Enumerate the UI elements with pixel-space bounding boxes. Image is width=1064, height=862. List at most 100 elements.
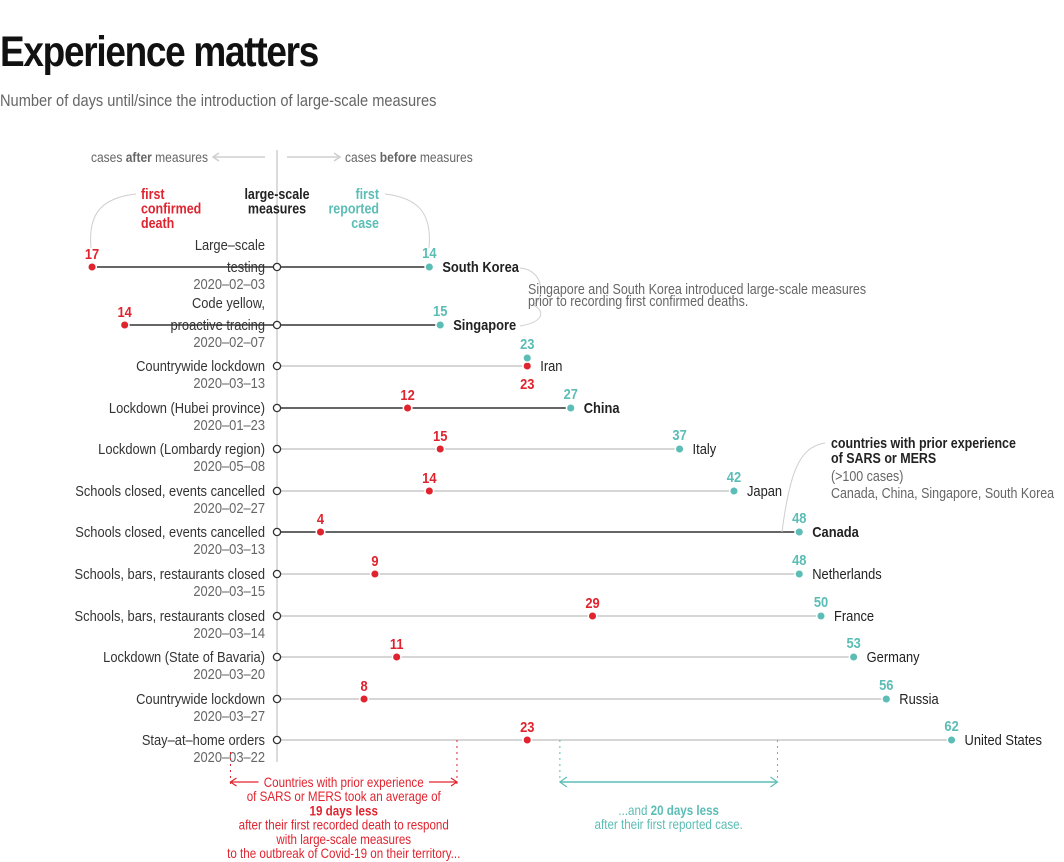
direction-label-after: cases after measures — [91, 149, 208, 165]
death-dot — [315, 526, 326, 538]
death-bracket-text: Countries with prior experience — [264, 775, 424, 790]
country-label: France — [834, 607, 874, 624]
case-value-label: 50 — [814, 593, 829, 610]
country-label-group: Russia — [899, 690, 939, 707]
sg-sk-connector — [519, 267, 542, 327]
legend-death-label-group: first — [141, 186, 165, 202]
death-dot — [522, 734, 533, 746]
measure-date: 2020–03–13 — [193, 374, 265, 391]
country-label-group: Singapore — [453, 316, 516, 333]
measure-label-group: Schools closed, events cancelled — [75, 523, 265, 540]
case-value-label-group: 48 — [792, 509, 807, 526]
country-label-group: United States — [965, 731, 1042, 748]
death-bracket-text-group: to the outbreak of Covid-19 on their ter… — [227, 846, 460, 861]
death-bracket-text: to the outbreak of Covid-19 on their ter… — [227, 846, 460, 861]
death-dot — [119, 319, 130, 331]
country-label: Russia — [899, 690, 939, 707]
measure-marker — [272, 694, 282, 704]
sg-sk-note: Singapore and South Korea introduced lar… — [528, 281, 866, 297]
case-value-label-group: 53 — [846, 634, 861, 651]
death-value-label-group: 4 — [317, 510, 324, 527]
death-bracket-text-group: of SARS or MERS took an average of — [247, 789, 442, 804]
case-dot — [424, 261, 435, 273]
legend-measures-label-group: measures — [248, 201, 306, 217]
death-bracket-text-group: 19 days less — [310, 804, 378, 819]
death-value-label: 8 — [360, 677, 367, 694]
measure-marker — [272, 652, 282, 662]
death-value-label-group: 14 — [118, 303, 133, 320]
legend-death-label: first — [141, 186, 165, 202]
case-value-label: 42 — [727, 468, 742, 485]
death-dot — [358, 693, 370, 705]
measure-label: testing — [227, 258, 265, 275]
country-label: Iran — [540, 357, 562, 374]
legend-case-label-group: case — [351, 215, 379, 231]
chart-subtitle: Number of days until/since the introduct… — [0, 91, 437, 110]
death-dot — [369, 568, 380, 580]
case-value-label: 48 — [792, 551, 807, 568]
death-value-label-group: 9 — [371, 552, 378, 569]
sg-sk-note-group: prior to recording first confirmed death… — [528, 293, 748, 309]
death-bracket-text: of SARS or MERS took an average of — [247, 789, 442, 804]
measure-label-group: Code yellow, — [192, 294, 265, 311]
measure-date: 2020–05–08 — [193, 457, 265, 474]
measure-date-group: 2020–02–07 — [193, 333, 265, 350]
measure-marker — [272, 361, 282, 371]
measure-label: Lockdown (Hubei province) — [109, 399, 265, 416]
case-value-label: 62 — [944, 717, 959, 734]
legend-case-label: case — [351, 215, 379, 231]
case-arrow-left-icon — [558, 776, 568, 788]
measure-date-group: 2020–02–27 — [193, 499, 265, 516]
measure-label: Lockdown (Lombardy region) — [98, 440, 265, 457]
measure-date-group: 2020–05–08 — [193, 457, 265, 474]
case-value-label: 27 — [564, 385, 579, 402]
death-value-label-group: 23 — [520, 375, 535, 392]
country-label-group: Netherlands — [812, 565, 881, 582]
legend-case-label: first — [355, 186, 379, 202]
case-value-label-group: 50 — [814, 593, 829, 610]
measure-label: Countrywide lockdown — [136, 690, 265, 707]
death-value-label: 14 — [422, 469, 437, 486]
death-dot — [402, 402, 413, 414]
measure-marker — [272, 486, 282, 496]
death-value-label: 29 — [585, 594, 600, 611]
experience-sub-group: (>100 cases) — [831, 468, 903, 484]
measure-date-group: 2020–03–14 — [193, 624, 265, 641]
measure-label-group: Schools, bars, restaurants closed — [75, 607, 265, 624]
experience-sub: (>100 cases) — [831, 468, 903, 484]
case-dot — [848, 651, 859, 663]
country-label-group: Japan — [747, 482, 782, 499]
measure-date: 2020–03–20 — [193, 665, 265, 682]
experience-list-group: Canada, China, Singapore, South Korea — [831, 485, 1055, 501]
death-value-label-group: 14 — [422, 469, 437, 486]
death-value-label: 23 — [520, 718, 535, 735]
case-value-label-group: 62 — [944, 717, 959, 734]
death-arrow-left-icon — [229, 777, 237, 787]
measure-marker — [272, 320, 282, 330]
country-label: Italy — [693, 440, 717, 457]
measure-label-group: Countrywide lockdown — [136, 690, 265, 707]
case-value-label: 56 — [879, 676, 894, 693]
legend-measures-label: measures — [248, 201, 306, 217]
measure-date-group: 2020–03–22 — [193, 748, 265, 765]
death-value-label-group: 8 — [360, 677, 367, 694]
measure-date: 2020–02–03 — [193, 275, 265, 292]
case-bracket-text-group: after their first reported case. — [595, 817, 743, 832]
death-bracket-text: with large-scale measures — [275, 832, 411, 847]
country-label: Singapore — [453, 316, 516, 333]
measure-label: proactive tracing — [170, 316, 265, 333]
case-bracket-text: ...and 20 days less — [618, 803, 719, 818]
measure-date-group: 2020–03–13 — [193, 374, 265, 391]
case-value-label-group: 48 — [792, 551, 807, 568]
case-dot — [674, 443, 685, 455]
measure-label: Lockdown (State of Bavaria) — [103, 648, 265, 665]
direction-label-after-group: cases after measures — [91, 149, 208, 165]
case-dot — [728, 485, 740, 497]
death-value-label: 9 — [371, 552, 378, 569]
measure-label-group: Large–scale — [195, 236, 265, 253]
death-value-label-group: 11 — [390, 635, 404, 652]
case-dot — [946, 734, 957, 746]
legend-case-label: reported — [328, 201, 379, 217]
case-bracket-text-part: ...and — [618, 803, 650, 818]
measure-label: Countrywide lockdown — [136, 357, 265, 374]
